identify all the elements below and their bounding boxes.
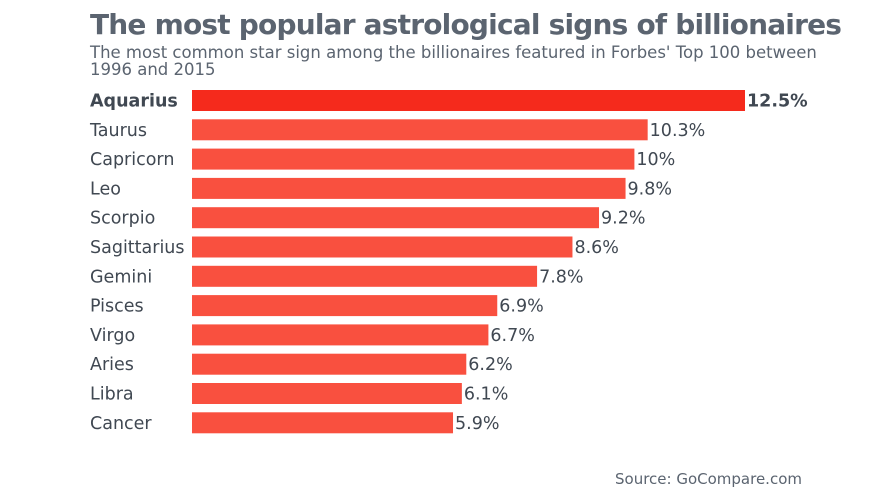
category-label: Aquarius: [90, 92, 178, 112]
value-label: 6.7%: [490, 326, 534, 346]
value-label: 5.9%: [455, 414, 499, 434]
category-label: Scorpio: [90, 209, 155, 229]
category-label: Virgo: [90, 326, 135, 346]
chart-title: The most popular astrological signs of b…: [90, 8, 842, 41]
bar-scorpio: [192, 207, 600, 229]
bar-capricorn: [192, 148, 635, 170]
category-label: Sagittarius: [90, 238, 185, 258]
category-label: Pisces: [90, 297, 144, 317]
bar-virgo: [192, 324, 489, 346]
bar-aquarius: [192, 90, 745, 111]
value-label: 10.3%: [650, 121, 706, 141]
bar-leo: [192, 177, 626, 199]
category-label: Gemini: [90, 267, 152, 287]
bar-sagittarius: [192, 236, 573, 258]
value-label: 7.8%: [539, 267, 583, 287]
category-label: Aries: [90, 355, 134, 375]
category-label: Leo: [90, 179, 121, 199]
value-label: 9.2%: [601, 209, 645, 229]
category-label: Taurus: [89, 121, 147, 141]
category-label: Capricorn: [90, 150, 174, 170]
bar-cancer: [192, 412, 454, 434]
bar-libra: [192, 383, 462, 404]
value-label: 9.8%: [628, 179, 672, 199]
category-label: Cancer: [90, 414, 152, 434]
bar-pisces: [192, 295, 498, 317]
value-label: 6.2%: [468, 355, 512, 375]
source-note: Source: GoCompare.com: [615, 470, 802, 488]
bars-layer: Aquarius 12.5% Taurus 10.3% Capricorn 10% Leo 9…: [89, 90, 808, 434]
category-label: Libra: [90, 385, 134, 405]
value-label: 8.6%: [574, 238, 618, 258]
value-label: 12.5%: [747, 92, 808, 112]
value-label: 10%: [636, 150, 675, 170]
bar-aries: [192, 353, 467, 375]
value-label: 6.1%: [464, 385, 508, 405]
chart-subtitle: The most common star sign among the bill…: [90, 43, 817, 79]
bar-taurus: [192, 119, 648, 141]
bar-gemini: [192, 265, 538, 287]
value-label: 6.9%: [499, 297, 543, 317]
